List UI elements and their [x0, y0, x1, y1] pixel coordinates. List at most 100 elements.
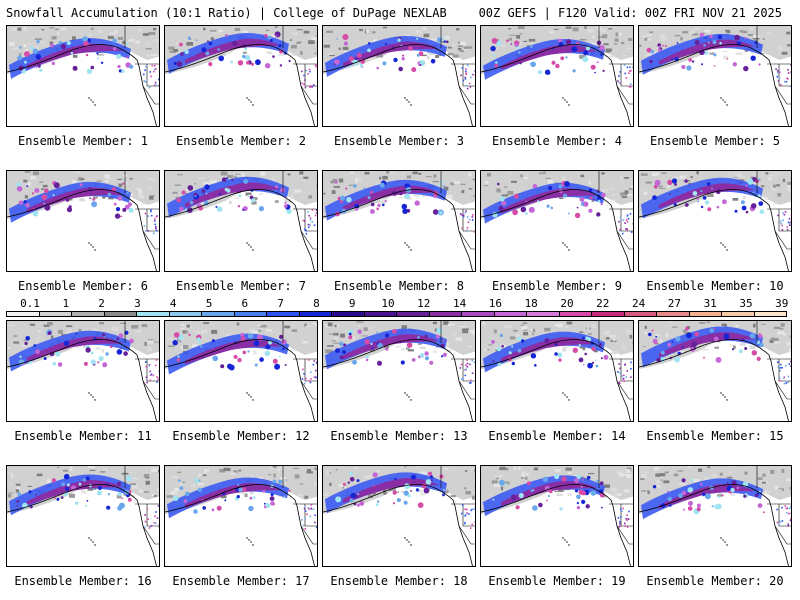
colorbar-level-label: 3 — [134, 297, 141, 310]
ensemble-panel-4 — [480, 25, 634, 127]
ensemble-panel-18 — [322, 465, 476, 567]
colorbar-swatch — [428, 311, 462, 317]
ensemble-panel-10 — [638, 170, 792, 272]
ensemble-panel-12 — [164, 320, 318, 422]
snowfall-map-9 — [481, 171, 633, 271]
colorbar-level-label: 20 — [560, 297, 574, 310]
ensemble-panel-2 — [164, 25, 318, 127]
colorbar-swatch — [6, 311, 40, 317]
colorbar-level-label: 5 — [205, 297, 213, 310]
ensemble-member-label: Ensemble Member: 7 — [175, 279, 307, 293]
colorbar-level-label: 27 — [667, 297, 682, 310]
ensemble-panel-14 — [480, 320, 634, 422]
colorbar-level-label: 6 — [241, 297, 249, 310]
snowfall-map-6 — [7, 171, 159, 271]
ensemble-member-label: Ensemble Member: 6 — [17, 279, 149, 293]
colorbar-swatch — [103, 311, 137, 317]
ensemble-panel-7 — [164, 170, 318, 272]
snowfall-map-2 — [165, 26, 317, 126]
colorbar-swatch — [168, 311, 202, 317]
colorbar-swatch — [396, 311, 430, 317]
colorbar-swatch — [266, 311, 300, 317]
ensemble-panel-16 — [6, 465, 160, 567]
colorbar-level-label: 35 — [739, 297, 753, 310]
colorbar-level-label: 9 — [348, 297, 356, 310]
colorbar-swatch — [558, 311, 592, 317]
snowfall-map-5 — [639, 26, 791, 126]
ensemble-panel-19 — [480, 465, 634, 567]
snowfall-map-13 — [323, 321, 475, 421]
colorbar-level-label: 18 — [524, 297, 538, 310]
colorbar-swatch — [493, 311, 527, 317]
ensemble-member-label: Ensemble Member: 8 — [333, 279, 465, 293]
colorbar-swatch — [298, 311, 332, 317]
colorbar-swatch — [363, 311, 397, 317]
snowfall-map-8 — [323, 171, 475, 271]
snowfall-map-3 — [323, 26, 475, 126]
snowfall-map-20 — [639, 466, 791, 566]
colorbar-swatch — [591, 311, 625, 317]
ensemble-panel-3 — [322, 25, 476, 127]
ensemble-member-label: Ensemble Member: 4 — [491, 134, 623, 148]
colorbar-swatch — [623, 311, 657, 317]
colorbar-swatch — [461, 311, 495, 317]
ensemble-panel-1 — [6, 25, 160, 127]
colorbar-level-label: 8 — [313, 297, 320, 310]
ensemble-member-label: Ensemble Member: 20 — [646, 574, 784, 588]
ensemble-panel-6 — [6, 170, 160, 272]
colorbar-swatch — [526, 311, 560, 317]
colorbar-swatch — [656, 311, 690, 317]
snowfall-map-16 — [7, 466, 159, 566]
colorbar-swatch — [233, 311, 267, 317]
colorbar-level-label: 22 — [596, 297, 610, 310]
map-title: Snowfall Accumulation (10:1 Ratio) | Col… — [6, 6, 447, 20]
ensemble-member-label: Ensemble Member: 10 — [646, 279, 784, 293]
ensemble-member-label: Ensemble Member: 15 — [646, 429, 784, 443]
colorbar-level-label: 31 — [703, 297, 717, 310]
ensemble-panel-8 — [322, 170, 476, 272]
ensemble-member-label: Ensemble Member: 18 — [330, 574, 468, 588]
ensemble-member-label: Ensemble Member: 14 — [488, 429, 626, 443]
snowfall-map-19 — [481, 466, 633, 566]
snowfall-map-10 — [639, 171, 791, 271]
colorbar-level-label: 12 — [417, 297, 431, 310]
colorbar-level-label: 39 — [775, 297, 789, 310]
colorbar-swatch — [688, 311, 722, 317]
ensemble-member-label: Ensemble Member: 16 — [14, 574, 152, 588]
ensemble-panel-17 — [164, 465, 318, 567]
colorbar-swatch — [331, 311, 365, 317]
colorbar-swatch — [136, 311, 170, 317]
colorbar-level-label: 10 — [381, 297, 395, 310]
ensemble-member-label: Ensemble Member: 1 — [17, 134, 149, 148]
snowfall-map-17 — [165, 466, 317, 566]
colorbar-swatch — [753, 311, 787, 317]
colorbar-level-label: 4 — [169, 297, 177, 310]
colorbar-swatch — [721, 311, 755, 317]
snowfall-map-11 — [7, 321, 159, 421]
colorbar-level-label: 7 — [277, 297, 284, 310]
ensemble-panel-5 — [638, 25, 792, 127]
colorbar-level-label: 16 — [488, 297, 503, 310]
snowfall-map-1 — [7, 26, 159, 126]
snowfall-map-7 — [165, 171, 317, 271]
ensemble-member-label: Ensemble Member: 12 — [172, 429, 310, 443]
colorbar-level-label: 2 — [98, 297, 105, 310]
ensemble-member-label: Ensemble Member: 2 — [175, 134, 307, 148]
ensemble-member-label: Ensemble Member: 19 — [488, 574, 626, 588]
ensemble-member-label: Ensemble Member: 5 — [649, 134, 781, 148]
snowfall-map-12 — [165, 321, 317, 421]
ensemble-panel-11 — [6, 320, 160, 422]
ensemble-panel-9 — [480, 170, 634, 272]
snowfall-map-14 — [481, 321, 633, 421]
colorbar-swatch — [201, 311, 235, 317]
colorbar-level-label: 14 — [452, 297, 467, 310]
snowfall-map-15 — [639, 321, 791, 421]
colorbar-level-label: 1 — [62, 297, 70, 310]
ensemble-panel-20 — [638, 465, 792, 567]
ensemble-member-label: Ensemble Member: 9 — [491, 279, 623, 293]
colorbar-swatch — [38, 311, 72, 317]
snowfall-map-18 — [323, 466, 475, 566]
colorbar-swatch — [71, 311, 105, 317]
model-run-info: 00Z GEFS | F120 Valid: 00Z FRI NOV 21 20… — [478, 6, 782, 20]
ensemble-panel-15 — [638, 320, 792, 422]
